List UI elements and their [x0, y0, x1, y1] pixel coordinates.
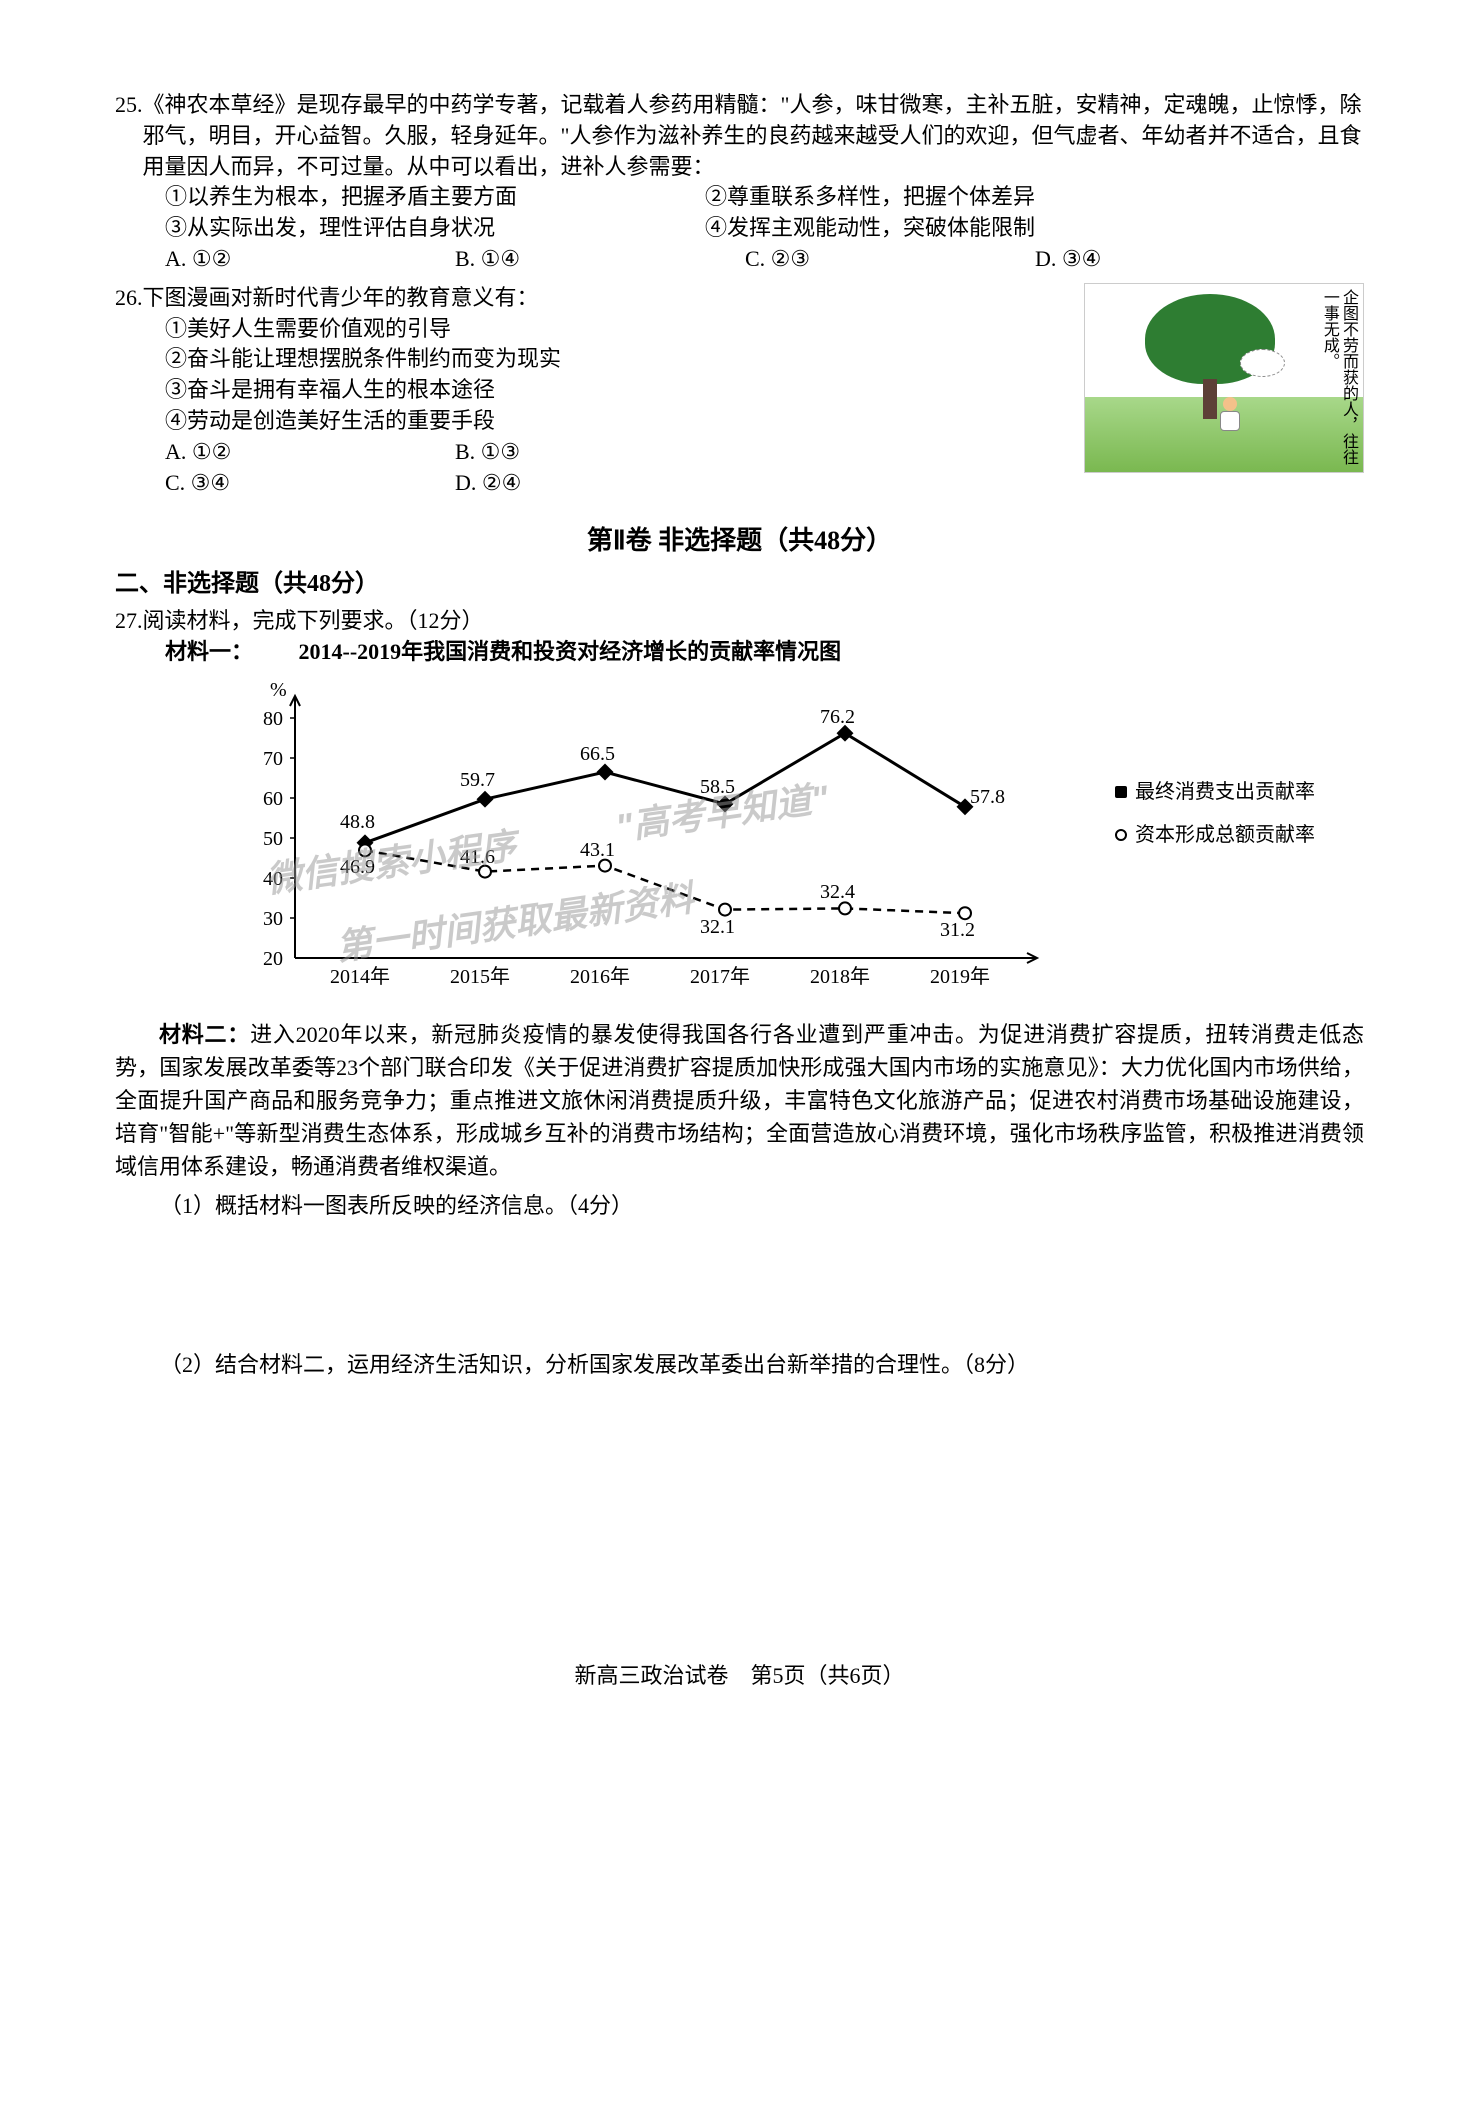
q26-option-b: B. ①③: [455, 437, 745, 468]
svg-text:2015年: 2015年: [450, 965, 510, 988]
q27-sub2: （2）结合材料二，运用经济生活知识，分析国家发展改革委出台新举措的合理性。（8分…: [115, 1350, 1364, 1381]
q26-header: 26. 下图漫画对新时代青少年的教育意义有：: [115, 283, 1074, 314]
svg-text:20: 20: [263, 948, 283, 970]
legend-consumption-label: 最终消费支出贡献率: [1135, 778, 1315, 806]
q27-number: 27.: [115, 606, 143, 637]
svg-text:2019年: 2019年: [930, 965, 990, 988]
chart-legend: 最终消费支出贡献率 资本形成总额贡献率: [1115, 778, 1315, 864]
y-ticks: 80 70 60 50 40 30 20: [263, 708, 295, 970]
svg-text:57.8: 57.8: [970, 786, 1005, 808]
svg-text:76.2: 76.2: [820, 706, 855, 728]
q25-item-4: ④发挥主观能动性，突破体能限制: [705, 213, 1364, 244]
svg-text:59.7: 59.7: [460, 769, 495, 791]
legend-capital: 资本形成总额贡献率: [1115, 821, 1315, 849]
person-icon: [1215, 397, 1245, 432]
q25-items-row1: ①以养生为根本，把握矛盾主要方面 ②尊重联系多样性，把握个体差异: [115, 182, 1364, 213]
q26-option-c: C. ③④: [165, 468, 455, 499]
q27-material1-row: 材料一： 2014--2019年我国消费和投资对经济增长的贡献率情况图: [115, 637, 1364, 668]
material-2-block: 材料二：进入2020年以来，新冠肺炎疫情的暴发使得我国各行各业遭到严重冲击。为促…: [115, 1018, 1364, 1183]
series-capital-markers: [359, 844, 971, 919]
q26-option-a: A. ①②: [165, 437, 455, 468]
svg-text:32.4: 32.4: [820, 881, 855, 903]
legend-consumption: 最终消费支出贡献率: [1115, 778, 1315, 806]
svg-text:2017年: 2017年: [690, 965, 750, 988]
question-27: 27. 阅读材料，完成下列要求。（12分） 材料一： 2014--2019年我国…: [115, 606, 1364, 1380]
q25-items-row2: ③从实际出发，理性评估自身状况 ④发挥主观能动性，突破体能限制: [115, 213, 1364, 244]
q27-sub1: （1）概括材料一图表所反映的经济信息。（4分）: [115, 1191, 1364, 1222]
svg-text:80: 80: [263, 708, 283, 730]
material2-text: 进入2020年以来，新冠肺炎疫情的暴发使得我国各行各业遭到严重冲击。为促进消费扩…: [115, 1022, 1364, 1179]
section-2-title: 第Ⅱ卷 非选择题（共48分）: [115, 523, 1364, 559]
svg-text:66.5: 66.5: [580, 743, 615, 765]
q25-header: 25. 《神农本草经》是现存最早的中药学专著，记载着人参药用精髓："人参，味甘微…: [115, 90, 1364, 182]
legend-marker-solid-icon: [1115, 786, 1127, 798]
material2-label: 材料二：: [159, 1022, 250, 1047]
q25-number: 25.: [115, 90, 143, 121]
q26-number: 26.: [115, 283, 143, 314]
svg-text:50: 50: [263, 828, 283, 850]
series-capital-labels: 46.9 41.6 43.1 32.1 32.4 31.2: [340, 839, 975, 941]
q25-stem: 《神农本草经》是现存最早的中药学专著，记载着人参药用精髓："人参，味甘微寒，主补…: [143, 90, 1365, 182]
answer-space-1: [115, 1222, 1364, 1342]
svg-text:41.6: 41.6: [460, 846, 495, 868]
q25-item-3: ③从实际出发，理性评估自身状况: [165, 213, 705, 244]
svg-text:30: 30: [263, 908, 283, 930]
q26-cartoon: 企图不劳而获的人，往往一事无成。: [1084, 283, 1364, 473]
q25-option-a: A. ①②: [165, 244, 455, 275]
q27-stem: 阅读材料，完成下列要求。（12分）: [143, 606, 484, 637]
thought-bubble-icon: [1240, 349, 1285, 377]
svg-text:60: 60: [263, 788, 283, 810]
svg-text:48.8: 48.8: [340, 811, 375, 833]
q26-item-2: ②奋斗能让理想摆脱条件制约而变为现实: [115, 344, 1074, 375]
q27-header: 27. 阅读材料，完成下列要求。（12分）: [115, 606, 1364, 637]
legend-capital-label: 资本形成总额贡献率: [1135, 821, 1315, 849]
q25-option-b: B. ①④: [455, 244, 745, 275]
material1-label: 材料一：: [165, 639, 253, 664]
question-25: 25. 《神农本草经》是现存最早的中药学专著，记载着人参药用精髓："人参，味甘微…: [115, 90, 1364, 275]
q25-item-2: ②尊重联系多样性，把握个体差异: [705, 182, 1364, 213]
svg-text:31.2: 31.2: [940, 919, 975, 941]
q25-option-d: D. ③④: [1035, 244, 1325, 275]
q26-options-row2: C. ③④ D. ②④: [115, 468, 1074, 499]
q26-stem: 下图漫画对新时代青少年的教育意义有：: [143, 283, 539, 314]
q25-options: A. ①② B. ①④ C. ②③ D. ③④: [115, 244, 1364, 275]
chart-svg: % 80 70 60 50 40 30 20 2014年 2015年 2016年…: [235, 678, 1135, 998]
q26-item-3: ③奋斗是拥有幸福人生的根本途径: [115, 375, 1074, 406]
svg-text:58.5: 58.5: [700, 776, 735, 798]
section-2-subtitle: 二、非选择题（共48分）: [115, 568, 1364, 602]
q26-options-row1: A. ①② B. ①③: [115, 437, 1074, 468]
svg-text:32.1: 32.1: [700, 916, 735, 938]
svg-text:40: 40: [263, 868, 283, 890]
legend-marker-hollow-icon: [1115, 829, 1127, 841]
svg-text:2014年: 2014年: [330, 965, 390, 988]
series-capital-line: [365, 850, 965, 913]
q26-item-1: ①美好人生需要价值观的引导: [115, 314, 1074, 345]
svg-text:46.9: 46.9: [340, 856, 375, 878]
q26-option-d: D. ②④: [455, 468, 745, 499]
svg-text:2016年: 2016年: [570, 965, 630, 988]
series-consumption-line: [365, 733, 965, 843]
q25-item-1: ①以养生为根本，把握矛盾主要方面: [165, 182, 705, 213]
chart-title: 2014--2019年我国消费和投资对经济增长的贡献率情况图: [259, 639, 842, 664]
q25-option-c: C. ②③: [745, 244, 1035, 275]
svg-text:70: 70: [263, 748, 283, 770]
contribution-chart: % 80 70 60 50 40 30 20 2014年 2015年 2016年…: [235, 678, 1135, 998]
svg-text:2018年: 2018年: [810, 965, 870, 988]
x-ticks: 2014年 2015年 2016年 2017年 2018年 2019年: [330, 965, 990, 988]
question-26: 26. 下图漫画对新时代青少年的教育意义有： ①美好人生需要价值观的引导 ②奋斗…: [115, 283, 1364, 499]
q26-text-block: 26. 下图漫画对新时代青少年的教育意义有： ①美好人生需要价值观的引导 ②奋斗…: [115, 283, 1074, 499]
cartoon-caption: 企图不劳而获的人，往往一事无成。: [1320, 289, 1358, 472]
page-footer: 新高三政治试卷 第5页（共6页）: [115, 1661, 1364, 1692]
q26-item-4: ④劳动是创造美好生活的重要手段: [115, 406, 1074, 437]
svg-text:43.1: 43.1: [580, 839, 615, 861]
y-label: %: [270, 679, 287, 701]
